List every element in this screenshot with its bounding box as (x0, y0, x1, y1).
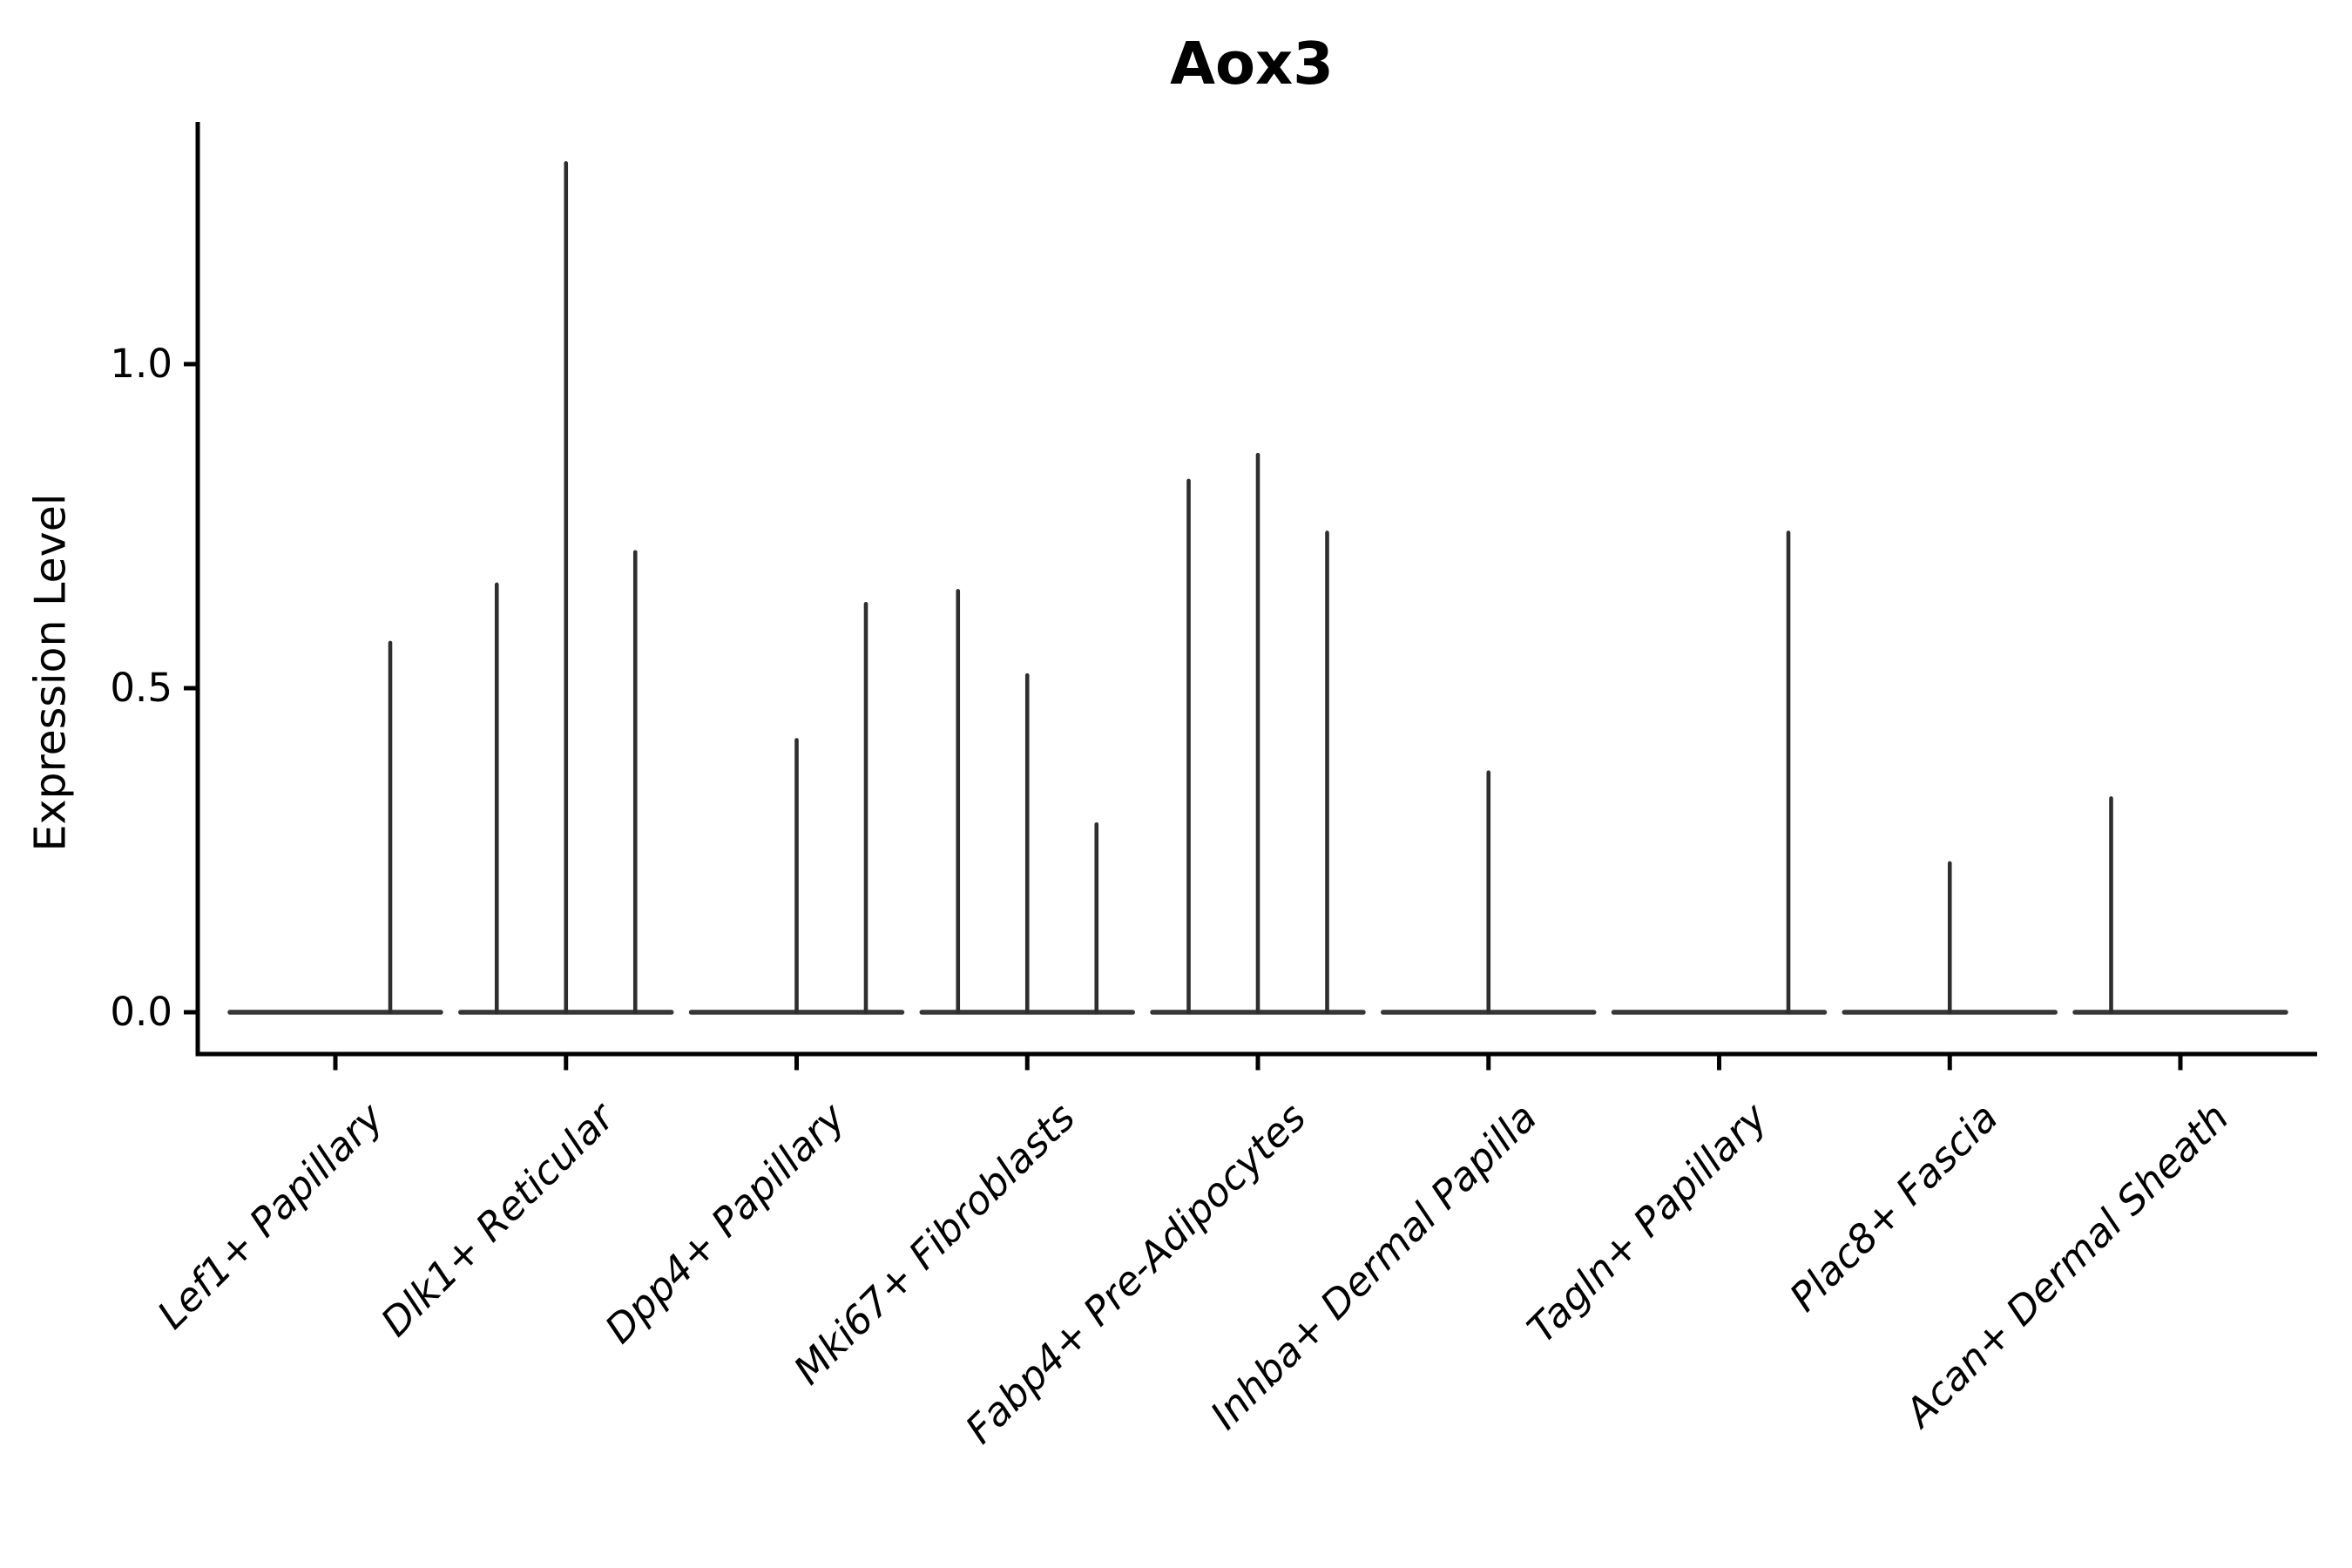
y-tick-label: 0.5 (110, 665, 172, 711)
y-tick-label: 0.0 (110, 989, 172, 1035)
y-tick-label: 1.0 (110, 341, 172, 387)
chart-title: Aox3 (1170, 30, 1334, 98)
